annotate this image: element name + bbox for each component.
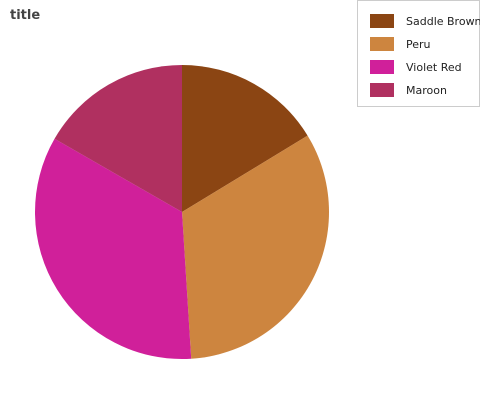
chart-title: title: [10, 8, 41, 23]
legend-item-peru: Peru: [370, 37, 431, 51]
legend-swatch-maroon: [370, 83, 394, 97]
legend-label-maroon: Maroon: [406, 83, 447, 97]
legend-label-peru: Peru: [406, 37, 431, 51]
legend-label-saddle-brown: Saddle Brown: [406, 14, 480, 28]
legend-swatch-saddle-brown: [370, 14, 394, 28]
legend-swatch-peru: [370, 37, 394, 51]
pie-slice-peru: [182, 135, 329, 359]
pie-slice-maroon: [54, 65, 182, 212]
legend-item-saddle-brown: Saddle Brown: [370, 14, 480, 28]
legend: Saddle Brown Peru Violet Red Maroon: [357, 0, 480, 107]
pie-slice-violet-red: [35, 138, 192, 359]
legend-label-violet-red: Violet Red: [406, 60, 462, 74]
pie-slice-saddle-brown: [182, 65, 308, 212]
legend-item-violet-red: Violet Red: [370, 60, 462, 74]
legend-item-maroon: Maroon: [370, 83, 447, 97]
legend-swatch-violet-red: [370, 60, 394, 74]
